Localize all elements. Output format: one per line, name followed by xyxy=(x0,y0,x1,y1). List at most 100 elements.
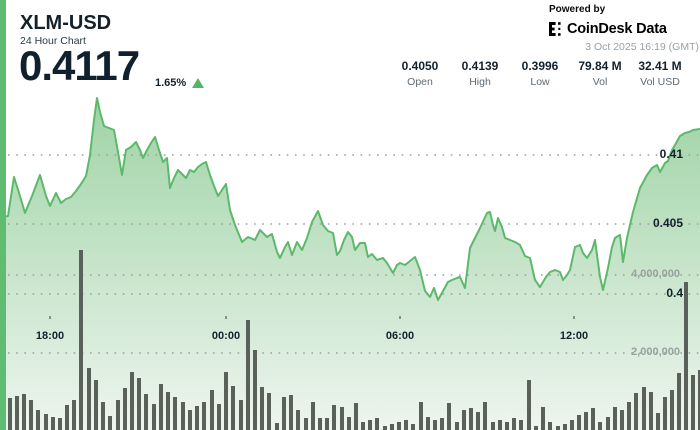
change-percent: 1.65% xyxy=(155,77,187,89)
volume-bar xyxy=(282,397,286,430)
volume-bar xyxy=(311,402,315,430)
volume-bar xyxy=(101,402,105,430)
volume-bar xyxy=(188,410,192,430)
stat-open: 0.4050 Open xyxy=(392,59,448,88)
coindesk-logo-icon xyxy=(549,22,561,36)
left-accent-stripe xyxy=(0,0,6,430)
volume-bar xyxy=(246,320,250,430)
time-axis-label: 00:00 xyxy=(211,330,241,342)
volume-bar xyxy=(656,413,660,430)
volume-bar xyxy=(275,423,279,430)
volume-bar xyxy=(606,417,610,430)
volume-bar xyxy=(72,400,76,430)
symbol-title: XLM-USD xyxy=(20,12,112,34)
volume-bar xyxy=(670,390,674,430)
current-price: 0.4117 xyxy=(19,42,140,89)
time-axis-label: 18:00 xyxy=(35,330,65,342)
volume-bar xyxy=(598,422,602,430)
volume-bar xyxy=(634,393,638,430)
volume-bar xyxy=(123,388,127,430)
vol-usd-label: Vol USD xyxy=(640,76,680,88)
volume-bar xyxy=(663,397,667,430)
volume-bar xyxy=(253,350,257,430)
volume-bar xyxy=(419,402,423,430)
volume-bar xyxy=(548,422,552,430)
volume-bar xyxy=(563,424,567,430)
time-axis-label: 12:00 xyxy=(559,330,589,342)
volume-bar xyxy=(519,420,523,430)
volume-bar xyxy=(8,398,12,430)
volume-bar xyxy=(195,406,199,430)
volume-bar xyxy=(347,417,351,430)
chart-subtitle: 24 Hour Chart xyxy=(20,35,86,47)
volume-bar xyxy=(556,426,560,430)
volume-bar xyxy=(383,426,387,430)
volume-bar xyxy=(397,422,401,430)
volume-bar xyxy=(202,402,206,430)
volume-bar xyxy=(620,410,624,430)
low-value: 0.3996 xyxy=(521,59,559,73)
volume-bar xyxy=(677,373,681,430)
volume-axis-label: 2,000,000 xyxy=(631,346,680,358)
volume-bar xyxy=(58,418,62,430)
volume-bar xyxy=(231,386,235,430)
volume-bar xyxy=(462,410,466,430)
ohlc-stats-row: 0.4050 Open 0.4139 High 0.3996 Low 79.84… xyxy=(392,59,688,88)
volume-bar xyxy=(79,250,83,430)
volume-bar xyxy=(691,375,695,430)
stat-vol: 79.84 M Vol xyxy=(572,59,628,88)
volume-bar xyxy=(491,422,495,430)
volume-bar xyxy=(51,417,55,430)
x-axis-tick xyxy=(225,316,227,319)
volume-bar xyxy=(684,282,688,430)
low-label: Low xyxy=(530,76,550,88)
volume-bar xyxy=(108,416,112,430)
volume-bar xyxy=(527,380,531,430)
volume-bar xyxy=(144,394,148,430)
volume-bar xyxy=(613,407,617,430)
volume-bar xyxy=(224,372,228,430)
open-label: Open xyxy=(407,76,433,88)
time-axis-label: 06:00 xyxy=(385,330,415,342)
vol-usd-value: 32.41 M xyxy=(638,59,682,73)
timestamp: 3 Oct 2025 16:19 (GMT) xyxy=(585,41,699,53)
price-line xyxy=(0,97,700,301)
volume-bar xyxy=(584,412,588,430)
volume-bar xyxy=(304,418,308,430)
volume-bar xyxy=(94,380,98,430)
volume-bar xyxy=(15,396,19,430)
x-axis-tick xyxy=(399,316,401,319)
price-axis-label: 0.405 xyxy=(652,216,683,230)
volume-bar xyxy=(152,404,156,430)
volume-bar xyxy=(65,405,69,430)
volume-bar xyxy=(44,414,48,430)
volume-bar xyxy=(289,395,293,430)
volume-bar xyxy=(340,407,344,430)
volume-bar xyxy=(368,420,372,430)
volume-bar xyxy=(390,424,394,430)
high-label: High xyxy=(469,76,491,88)
price-axis-label: 0.4 xyxy=(666,286,683,300)
vol-label: Vol xyxy=(592,76,608,88)
volume-bar xyxy=(22,394,26,430)
volume-bar xyxy=(483,402,487,430)
volume-bar xyxy=(354,403,358,430)
volume-bar xyxy=(627,402,631,430)
volume-bar xyxy=(361,422,365,430)
volume-bar xyxy=(433,420,437,430)
stat-high: 0.4139 High xyxy=(452,59,508,88)
volume-bar xyxy=(512,418,516,430)
open-value: 0.4050 xyxy=(401,59,439,73)
volume-bar xyxy=(166,392,170,430)
vol-value: 79.84 M xyxy=(578,59,622,73)
volume-bar xyxy=(181,402,185,430)
brand-block: Powered by CoinDesk Data 3 Oct 2025 16:1… xyxy=(549,4,699,53)
brand-name: CoinDesk Data xyxy=(567,21,667,37)
coindesk-data-link[interactable]: CoinDesk Data xyxy=(549,21,699,37)
volume-bar xyxy=(447,403,451,430)
x-axis-tick xyxy=(573,316,575,319)
volume-bar xyxy=(137,378,141,430)
volume-bar xyxy=(642,387,646,430)
